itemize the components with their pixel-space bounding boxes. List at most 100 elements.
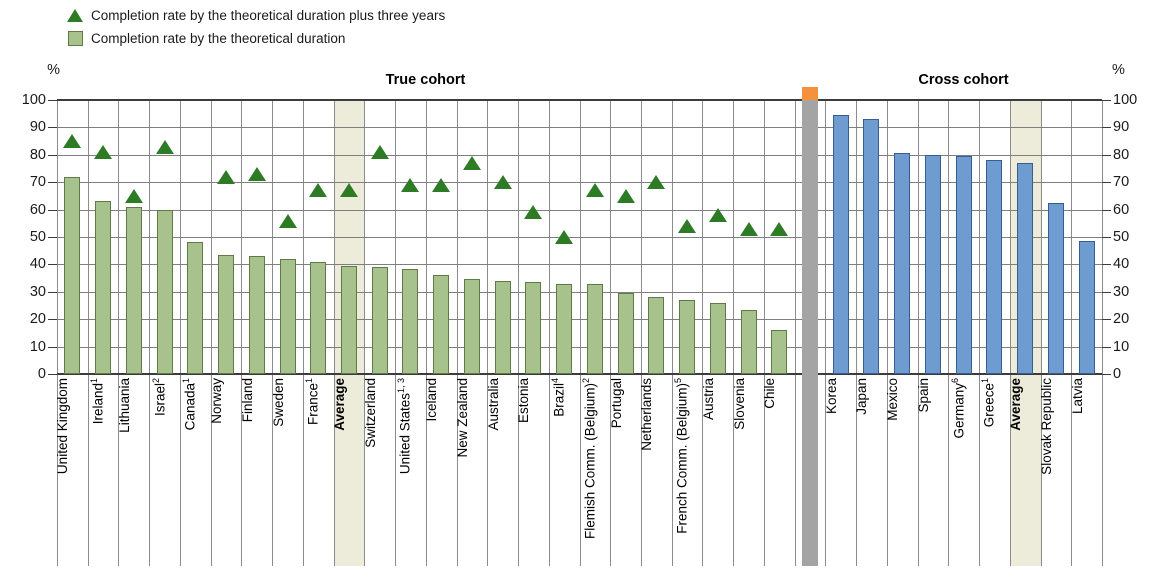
- triangle-switzerland: [370, 145, 389, 160]
- y-tick-label-right: 40: [1113, 256, 1130, 273]
- column-gridline: [610, 100, 612, 566]
- y-tick-label-left: 20: [29, 311, 46, 328]
- y-tick-mark-left: [48, 319, 57, 321]
- column-gridline: [733, 100, 735, 566]
- y-tick-label-left: 100: [21, 92, 46, 108]
- triangle-slovenia: [739, 221, 758, 236]
- triangle-austria: [708, 208, 727, 223]
- x-label-french-comm-belgium-: French Comm. (Belgium)5: [673, 378, 690, 534]
- bar-switzerland: [371, 267, 388, 374]
- y-tick-mark-left: [48, 100, 57, 101]
- y-tick-mark-right: [1102, 237, 1111, 238]
- y-gridline-60: [57, 209, 1102, 211]
- y-tick-mark-right: [1102, 209, 1111, 211]
- y-tick-mark-left: [48, 291, 57, 293]
- x-label-korea: Korea: [823, 378, 839, 415]
- x-label-france: France1: [304, 378, 321, 426]
- triangle-france: [309, 183, 328, 198]
- y-tick-mark-left: [48, 264, 57, 266]
- legend: Completion rate by the theoretical durat…: [66, 4, 445, 50]
- cohort-separator-bar: [802, 100, 818, 566]
- y-tick-mark-right: [1102, 127, 1111, 129]
- y-gridline-70: [57, 182, 1102, 184]
- y-tick-mark-left: [48, 182, 57, 184]
- column-gridline: [487, 100, 489, 566]
- x-label-finland: Finland: [239, 378, 255, 423]
- triangle-netherlands: [647, 175, 666, 190]
- bar-japan: [863, 119, 880, 374]
- x-label-norway: Norway: [209, 378, 225, 424]
- x-label-estonia: Estonia: [516, 378, 532, 424]
- y-tick-label-right: 50: [1113, 229, 1130, 245]
- y-tick-label-right: 20: [1113, 311, 1130, 328]
- bar-australia: [494, 280, 511, 374]
- triangle-united-states: [401, 177, 420, 192]
- bar-latvia: [1078, 241, 1095, 374]
- y-tick-label-right: 0: [1113, 366, 1122, 382]
- x-label-chile: Chile: [762, 378, 778, 409]
- x-label-new-zealand: New Zealand: [454, 378, 470, 458]
- bar-estonia: [525, 282, 542, 374]
- y-tick-mark-right: [1102, 100, 1111, 101]
- column-gridline: [640, 100, 642, 566]
- column-gridline: [364, 100, 366, 566]
- triangle-sweden: [278, 213, 297, 228]
- bar-greece: [986, 160, 1003, 374]
- x-label-united-kingdom: United Kingdom: [55, 378, 71, 475]
- bar-sweden: [279, 258, 296, 374]
- y-tick-label-left: 70: [29, 174, 46, 191]
- bar-germany: [955, 156, 972, 374]
- column-gridline: [241, 100, 243, 566]
- y-tick-mark-right: [1102, 374, 1111, 375]
- y-gridline-40: [57, 264, 1102, 266]
- y-tick-mark-left: [48, 374, 57, 375]
- y-tick-mark-left: [48, 127, 57, 129]
- y-tick-mark-right: [1102, 264, 1111, 266]
- y-tick-label-right: 70: [1113, 174, 1130, 191]
- y-gridline-50: [57, 237, 1102, 238]
- column-gridline: [671, 100, 673, 566]
- x-label-brazil: Brazil4: [550, 378, 567, 417]
- triangle-ireland: [94, 145, 113, 160]
- x-label-portugal: Portugal: [608, 378, 624, 429]
- y-gridline-100: [57, 99, 1102, 101]
- y-tick-mark-right: [1102, 154, 1111, 156]
- column-gridline: [579, 100, 581, 566]
- column-gridline: [763, 100, 765, 566]
- legend-row-square: Completion rate by the theoretical durat…: [66, 27, 445, 50]
- x-label-slovenia: Slovenia: [731, 378, 747, 430]
- bar-united-kingdom: [64, 176, 81, 374]
- column-gridline: [825, 100, 827, 566]
- x-label-mexico: Mexico: [885, 378, 901, 421]
- y-tick-label-right: 90: [1113, 119, 1130, 136]
- column-gridline: [87, 100, 89, 566]
- x-label-latvia: Latvia: [1069, 378, 1085, 415]
- bar-slovenia: [740, 309, 757, 374]
- column-gridline: [518, 100, 520, 566]
- y-tick-label-left: 90: [29, 119, 46, 136]
- y-tick-label-left: 80: [29, 146, 46, 163]
- x-label-flemish-comm-belgium-: Flemish Comm. (Belgium)2: [580, 378, 598, 540]
- column-gridline: [917, 100, 919, 566]
- column-gridline: [149, 100, 151, 566]
- square-marker-icon: [68, 31, 83, 46]
- column-gridline: [179, 100, 181, 566]
- column-gridline: [948, 100, 950, 566]
- y-tick-mark-left: [48, 209, 57, 211]
- column-gridline: [456, 100, 458, 566]
- y-gridline-30: [57, 291, 1102, 293]
- column-gridline: [702, 100, 704, 566]
- column-gridline: [1009, 100, 1011, 566]
- column-gridline: [302, 100, 304, 566]
- y-tick-label-left: 50: [29, 229, 46, 245]
- y-gridline-90: [57, 127, 1102, 129]
- y-tick-mark-left: [48, 237, 57, 238]
- column-gridline: [272, 100, 274, 566]
- triangle-estonia: [524, 205, 543, 220]
- triangle-french-comm-belgium-: [678, 219, 697, 234]
- bar-israel: [156, 209, 173, 374]
- x-label-switzerland: Switzerland: [362, 378, 378, 448]
- triangle-finland: [247, 166, 266, 181]
- bar-new-zealand: [463, 279, 480, 374]
- triangle-flemish-comm-belgium-: [585, 183, 604, 198]
